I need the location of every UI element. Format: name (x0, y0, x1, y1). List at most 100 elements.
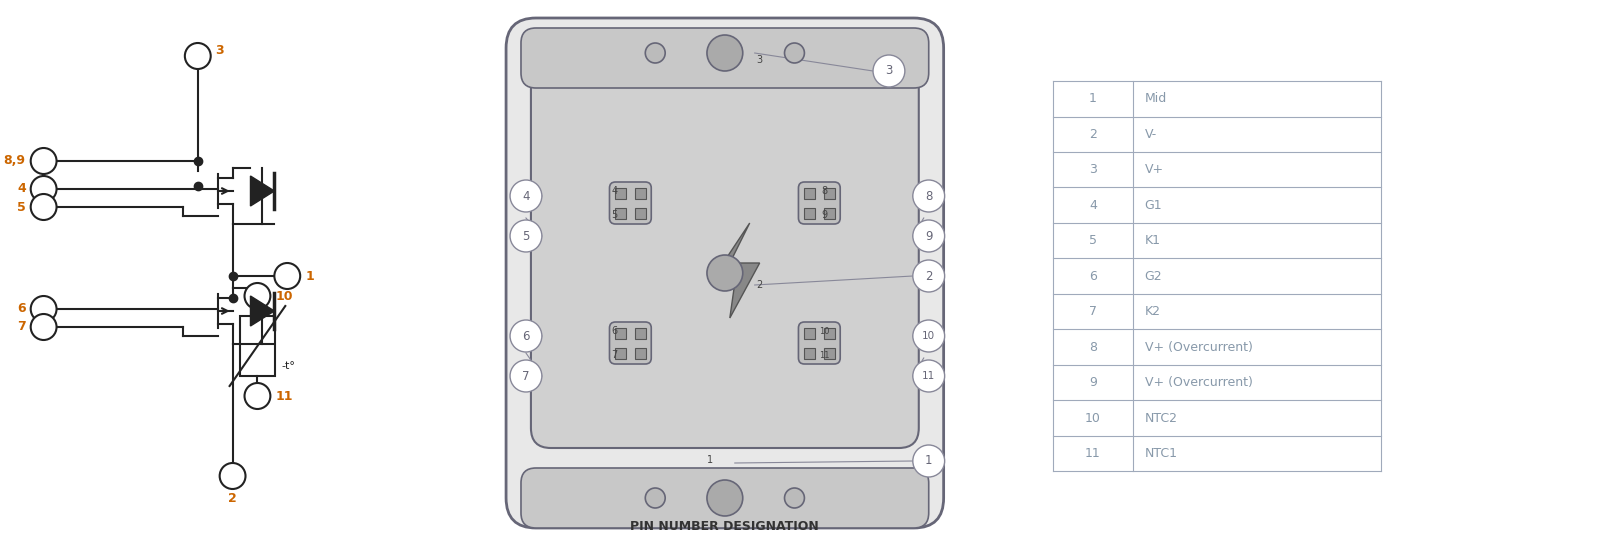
Bar (635, 347, 646, 359)
Text: 8: 8 (1090, 341, 1098, 354)
Circle shape (914, 180, 944, 212)
FancyBboxPatch shape (610, 322, 651, 364)
Bar (635, 187, 646, 199)
Text: 4: 4 (611, 186, 618, 196)
Circle shape (914, 320, 944, 352)
Bar (614, 328, 626, 339)
Text: 8: 8 (925, 189, 933, 203)
Circle shape (30, 176, 56, 202)
Circle shape (914, 360, 944, 392)
FancyBboxPatch shape (531, 43, 918, 448)
Text: 10: 10 (275, 289, 293, 302)
Circle shape (30, 194, 56, 220)
Text: 5: 5 (1090, 234, 1098, 247)
Bar (803, 347, 814, 359)
Circle shape (30, 148, 56, 174)
Circle shape (510, 360, 542, 392)
Text: 4: 4 (1090, 199, 1096, 212)
Text: V-: V- (1144, 128, 1157, 141)
Text: NTC2: NTC2 (1144, 412, 1178, 425)
Text: 1: 1 (1090, 92, 1096, 105)
Circle shape (707, 35, 742, 71)
Text: 11: 11 (1085, 447, 1101, 460)
Circle shape (245, 283, 270, 309)
Text: 4: 4 (18, 182, 26, 195)
Circle shape (219, 463, 245, 489)
Circle shape (645, 43, 666, 63)
Bar (635, 328, 646, 339)
FancyBboxPatch shape (798, 182, 840, 224)
Text: G1: G1 (1144, 199, 1162, 212)
Text: PIN NUMBER DESIGNATION: PIN NUMBER DESIGNATION (630, 519, 819, 532)
Text: 2: 2 (925, 270, 933, 282)
Circle shape (510, 180, 542, 212)
Text: 2: 2 (229, 491, 237, 505)
Bar (803, 187, 814, 199)
Text: 6: 6 (1090, 270, 1096, 283)
Text: 2: 2 (1090, 128, 1096, 141)
Circle shape (510, 320, 542, 352)
Text: 3: 3 (757, 55, 763, 65)
Text: 3: 3 (885, 64, 893, 78)
Text: V+: V+ (1144, 163, 1163, 176)
FancyBboxPatch shape (506, 18, 944, 528)
Text: 7: 7 (611, 350, 618, 360)
Text: 3: 3 (216, 45, 224, 57)
Text: 1: 1 (306, 270, 314, 282)
Text: 11: 11 (819, 351, 829, 359)
FancyBboxPatch shape (522, 468, 928, 528)
Text: 9: 9 (1090, 376, 1096, 389)
Circle shape (645, 488, 666, 508)
Text: -t°: -t° (282, 361, 294, 371)
Circle shape (245, 383, 270, 409)
Text: 5: 5 (18, 200, 26, 213)
Circle shape (914, 220, 944, 252)
Text: 6: 6 (611, 326, 618, 336)
Text: 9: 9 (925, 229, 933, 242)
Circle shape (30, 296, 56, 322)
Text: 2: 2 (757, 280, 763, 290)
Text: 10: 10 (819, 327, 829, 335)
Bar (240, 316, 275, 376)
Text: 7: 7 (1090, 305, 1098, 318)
Text: 10: 10 (922, 331, 936, 341)
Bar (803, 328, 814, 339)
Text: 5: 5 (611, 210, 618, 220)
Circle shape (914, 260, 944, 292)
Circle shape (784, 43, 805, 63)
Text: 5: 5 (522, 229, 530, 242)
Text: 7: 7 (18, 321, 26, 334)
Polygon shape (251, 296, 274, 326)
Text: V+ (Overcurrent): V+ (Overcurrent) (1144, 341, 1253, 354)
Text: 10: 10 (1085, 412, 1101, 425)
Bar (635, 207, 646, 218)
Text: 8: 8 (821, 186, 827, 196)
Circle shape (707, 255, 742, 291)
Text: 6: 6 (18, 302, 26, 316)
Text: G2: G2 (1144, 270, 1162, 283)
Bar (614, 187, 626, 199)
Bar (803, 207, 814, 218)
Text: 1: 1 (925, 454, 933, 467)
Text: 11: 11 (922, 371, 936, 381)
Bar (824, 347, 835, 359)
Circle shape (274, 263, 301, 289)
Circle shape (707, 480, 742, 516)
Text: 4: 4 (522, 189, 530, 203)
Text: 3: 3 (1090, 163, 1096, 176)
Circle shape (186, 43, 211, 69)
Text: 11: 11 (275, 389, 293, 402)
FancyBboxPatch shape (610, 182, 651, 224)
Text: K2: K2 (1144, 305, 1160, 318)
Circle shape (510, 220, 542, 252)
Text: Mid: Mid (1144, 92, 1166, 105)
Text: 6: 6 (522, 329, 530, 342)
Text: 9: 9 (821, 210, 827, 220)
Text: K1: K1 (1144, 234, 1160, 247)
Circle shape (784, 488, 805, 508)
Text: 7: 7 (522, 370, 530, 383)
Circle shape (874, 55, 906, 87)
Bar (614, 347, 626, 359)
FancyBboxPatch shape (798, 322, 840, 364)
Bar (824, 207, 835, 218)
